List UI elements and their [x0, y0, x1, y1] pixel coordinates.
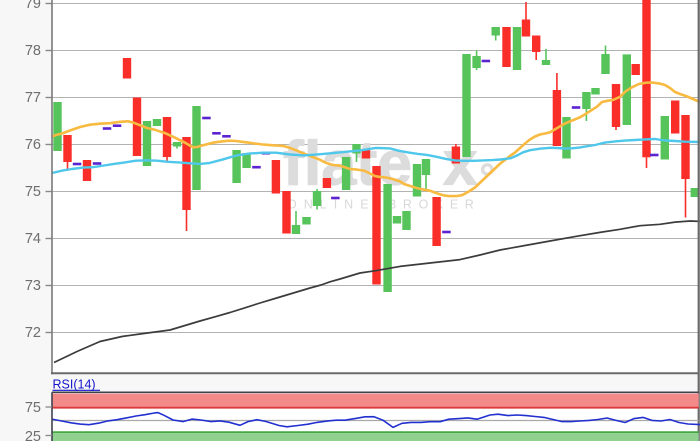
svg-text:78: 78 [25, 43, 41, 59]
svg-text:25: 25 [25, 429, 41, 441]
svg-text:BROKER: BROKER [388, 198, 480, 212]
svg-text:x: x [443, 130, 478, 199]
svg-text:72: 72 [25, 325, 41, 341]
svg-text:79: 79 [25, 0, 41, 12]
svg-text:75: 75 [25, 184, 41, 200]
svg-text:73: 73 [25, 278, 41, 294]
svg-text:77: 77 [25, 90, 41, 106]
svg-text:ONLINE: ONLINE [287, 198, 376, 212]
svg-text:75: 75 [25, 400, 41, 416]
svg-text:RSI(14): RSI(14) [53, 378, 96, 392]
svg-text:74: 74 [25, 231, 41, 247]
svg-text:76: 76 [25, 137, 41, 153]
